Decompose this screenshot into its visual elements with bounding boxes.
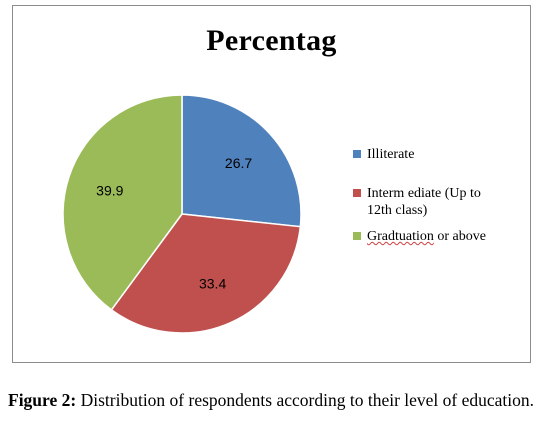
legend-swatch-intermediate [353, 189, 361, 197]
legend-swatch-graduation [353, 232, 361, 240]
pie-slice-graduation [62, 94, 183, 311]
legend-item-intermediate: Interm ediate (Up to 12th class) [353, 185, 528, 219]
chart-frame: Percentag 26.7 33.4 39.9 Illiterate Interm… [12, 5, 531, 363]
pie-chart: 26.7 33.4 39.9 [62, 94, 302, 334]
caption-label: Figure 2: [8, 390, 77, 410]
pie-slice-intermediate [110, 213, 302, 334]
legend-label-intermediate-line2: 12th class) [367, 203, 428, 218]
legend-label-illiterate: Illiterate [367, 147, 415, 162]
data-label-intermediate: 33.4 [199, 276, 226, 292]
figure-caption: Figure 2: Distribution of respondents ac… [8, 389, 538, 411]
caption-text: Distribution of respondents according to… [76, 390, 535, 410]
legend-label-graduation-misspelled: Gradtuation [367, 229, 434, 244]
legend: Illiterate Interm ediate (Up to 12th cla… [353, 146, 528, 267]
chart-title: Percentag [206, 24, 337, 57]
legend-label-graduation-rest: or above [433, 229, 486, 244]
data-label-graduation: 39.9 [96, 182, 123, 198]
legend-item-illiterate: Illiterate [353, 146, 528, 163]
legend-label-intermediate-line1: Interm ediate (Up to [367, 186, 481, 201]
legend-item-graduation: Gradtuation or above [353, 228, 528, 245]
legend-swatch-illiterate [353, 150, 361, 158]
pie-slice-illiterate [181, 94, 302, 228]
data-label-illiterate: 26.7 [225, 155, 252, 171]
